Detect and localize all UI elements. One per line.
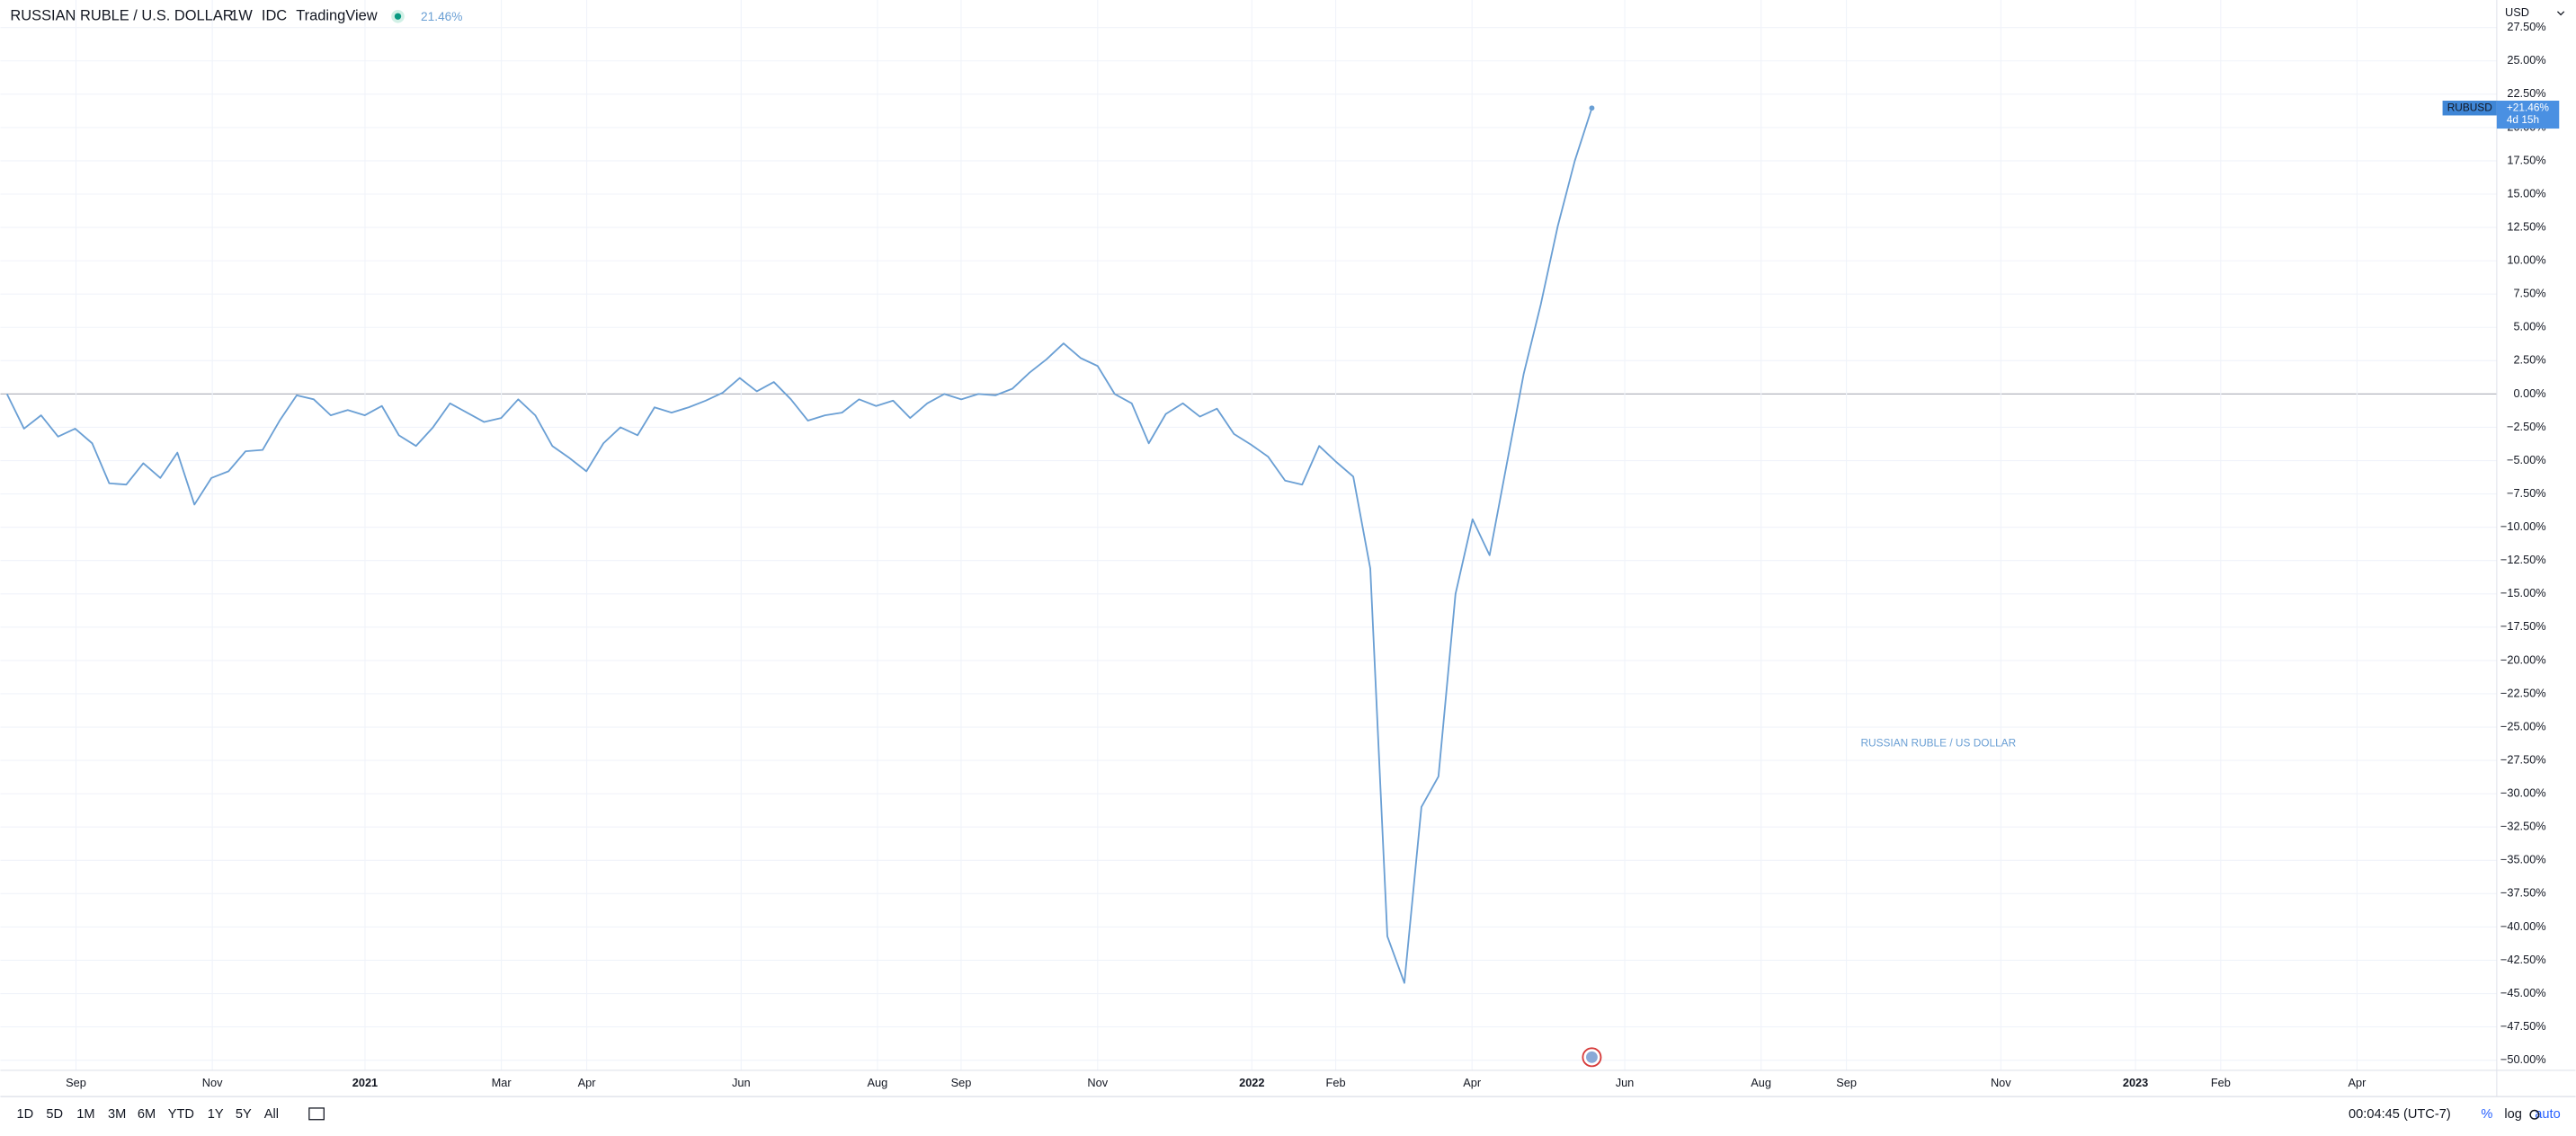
y-tick-label: −32.50% xyxy=(2500,820,2546,833)
x-tick-label: Nov xyxy=(1087,1076,1108,1089)
y-tick-label: 17.50% xyxy=(2507,153,2545,166)
x-tick-label: Feb xyxy=(2211,1076,2231,1089)
exchange: IDC xyxy=(262,8,287,24)
x-tick-label: Sep xyxy=(1836,1076,1857,1089)
y-tick-label: 12.50% xyxy=(2507,219,2545,233)
x-tick-label: Nov xyxy=(202,1076,223,1089)
interval: 1W xyxy=(230,8,253,24)
y-tick-label: 2.50% xyxy=(2513,353,2545,367)
y-tick-label: −50.00% xyxy=(2500,1052,2546,1066)
y-tick-label: 22.50% xyxy=(2507,86,2545,100)
x-tick-label: Mar xyxy=(492,1076,513,1089)
price-badge-change: +21.46% xyxy=(2507,101,2550,113)
range-button[interactable]: 5D xyxy=(46,1107,63,1122)
y-tick-label: 10.00% xyxy=(2507,253,2545,267)
range-button[interactable]: 1D xyxy=(17,1107,34,1122)
y-tick-label: −7.50% xyxy=(2507,486,2546,500)
y-tick-label: −30.00% xyxy=(2500,786,2546,800)
x-tick-label: Jun xyxy=(732,1076,751,1089)
y-tick-label: −47.50% xyxy=(2500,1019,2546,1033)
x-tick-label: Apr xyxy=(1463,1076,1482,1089)
symbol-badge xyxy=(2442,101,2497,116)
x-tick-label: Feb xyxy=(1326,1076,1346,1089)
event-icon-flag[interactable] xyxy=(1586,1051,1598,1063)
x-tick-label: Sep xyxy=(66,1076,86,1089)
source: TradingView xyxy=(296,8,378,24)
settings-icon[interactable] xyxy=(2529,1109,2540,1120)
y-tick-label: −35.00% xyxy=(2500,853,2546,866)
range-button[interactable]: All xyxy=(264,1107,279,1122)
x-tick-label: Jun xyxy=(1616,1076,1635,1089)
currency-caret[interactable] xyxy=(2557,11,2565,16)
x-tick-label: Apr xyxy=(2349,1076,2367,1089)
y-tick-label: 5.00% xyxy=(2513,320,2545,333)
y-tick-label: −15.00% xyxy=(2500,586,2546,599)
range-button[interactable]: 1Y xyxy=(208,1107,224,1122)
x-tick-label: Aug xyxy=(868,1076,888,1089)
range-button[interactable]: 5Y xyxy=(236,1107,252,1122)
y-tick-label: −17.50% xyxy=(2500,619,2546,633)
y-tick-label: −37.50% xyxy=(2500,886,2546,900)
log-toggle[interactable]: log xyxy=(2504,1107,2522,1122)
x-tick-label: Nov xyxy=(1991,1076,2011,1089)
y-tick-label: −12.50% xyxy=(2500,553,2546,566)
y-tick-label: −42.50% xyxy=(2500,953,2546,966)
y-tick-label: 25.00% xyxy=(2507,53,2545,67)
symbol-badge-label: RUBUSD xyxy=(2447,101,2492,113)
symbol-title: RUSSIAN RUBLE / U.S. DOLLAR xyxy=(10,8,233,24)
y-tick-label: −27.50% xyxy=(2500,752,2546,766)
range-button[interactable]: 1M xyxy=(76,1107,94,1122)
range-button[interactable]: YTD xyxy=(168,1107,194,1122)
x-tick-label: Aug xyxy=(1751,1076,1771,1089)
y-tick-label: 15.00% xyxy=(2507,186,2545,200)
auto-toggle[interactable]: auto xyxy=(2535,1107,2560,1122)
y-tick-label: −5.00% xyxy=(2507,453,2546,466)
currency[interactable]: USD xyxy=(2505,5,2529,19)
x-tick-label: 2021 xyxy=(352,1076,378,1089)
x-tick-label: 2022 xyxy=(1239,1076,1264,1089)
status-dot xyxy=(394,13,402,20)
y-tick-label: −10.00% xyxy=(2500,519,2546,533)
y-tick-label: −2.50% xyxy=(2507,420,2546,433)
price-badge-countdown: 4d 15h xyxy=(2507,113,2539,126)
last-point xyxy=(1589,105,1595,111)
x-tick-label: Apr xyxy=(578,1076,597,1089)
price-badge xyxy=(2496,101,2560,129)
x-tick-label: 2023 xyxy=(2123,1076,2148,1089)
event-icon[interactable] xyxy=(1582,1047,1602,1068)
y-tick-label: −20.00% xyxy=(2500,652,2546,666)
y-tick-label: 7.50% xyxy=(2513,287,2545,300)
y-tick-label: 0.00% xyxy=(2513,386,2545,400)
last-value: 21.46% xyxy=(421,10,462,23)
range-button[interactable]: 6M xyxy=(138,1107,156,1122)
y-tick-label: −45.00% xyxy=(2500,986,2546,999)
clock[interactable]: 00:04:45 (UTC-7) xyxy=(2349,1107,2451,1122)
y-tick-label: −22.50% xyxy=(2500,686,2546,699)
price-line xyxy=(5,107,1593,984)
date-range-icon[interactable] xyxy=(308,1107,325,1121)
y-tick-label: 27.50% xyxy=(2507,20,2545,33)
y-tick-label: −40.00% xyxy=(2500,919,2546,933)
watermark: RUSSIAN RUBLE / US DOLLAR xyxy=(1860,737,2016,750)
x-tick-label: Sep xyxy=(951,1076,972,1089)
range-button[interactable]: 3M xyxy=(108,1107,126,1122)
y-tick-label: −25.00% xyxy=(2500,719,2546,732)
percent-toggle[interactable]: % xyxy=(2481,1107,2492,1122)
